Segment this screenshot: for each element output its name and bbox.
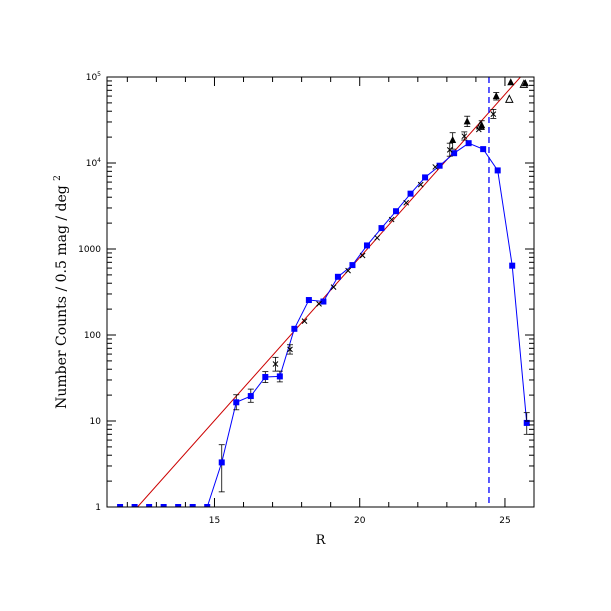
y-tick-label: 104	[86, 157, 101, 169]
blue-square-point	[189, 504, 196, 507]
blue-square-point	[131, 504, 138, 507]
y-tick-label-text: 1000	[78, 245, 101, 255]
filled-triangle-point	[449, 136, 457, 144]
blue-square-point	[204, 504, 211, 507]
cross-point	[345, 267, 351, 274]
x-tick-label: 25	[499, 516, 510, 526]
y-tick-label: 1000	[78, 245, 101, 255]
blue-square-point	[117, 504, 124, 507]
cross-point	[374, 234, 380, 241]
plot-area	[117, 77, 530, 507]
blue-square-point	[465, 140, 472, 147]
cross-point	[417, 181, 424, 188]
y-tick-label-text: 10	[90, 417, 102, 427]
blue-square-point	[494, 167, 501, 174]
blue-square-point	[233, 399, 240, 406]
blue-square-point	[262, 373, 269, 380]
blue-square-point	[523, 419, 530, 426]
blue-square-point	[218, 459, 225, 466]
blue-square-point	[509, 262, 516, 269]
blue-square-point	[247, 393, 254, 400]
blue-square-point	[480, 146, 487, 153]
axes	[106, 76, 535, 508]
blue-square-point	[291, 325, 298, 332]
blue-square-point	[305, 297, 312, 304]
x-tick-label: 20	[354, 516, 366, 526]
y-tick-label: 100	[84, 331, 101, 341]
cross-point	[316, 301, 322, 307]
cross-point	[432, 164, 439, 170]
open-triangle-point	[519, 79, 529, 88]
blue-square-point	[393, 208, 400, 215]
y-tick-label-text: 1	[95, 503, 101, 513]
blue-square-point	[436, 162, 443, 169]
blue-square-point	[451, 150, 458, 157]
y-tick-label-exponent: 4	[97, 157, 101, 164]
y-axis-label-superscript: 2	[53, 175, 63, 181]
x-tick-label: 15	[209, 516, 220, 526]
y-axis-label: Number Counts / 0.5 mag / deg 2	[53, 175, 70, 409]
y-tick-label-text: 10	[86, 159, 98, 169]
blue-square-point	[349, 262, 356, 269]
cross-point	[272, 361, 279, 367]
cross-point	[388, 216, 395, 223]
open-triangle-point	[475, 120, 485, 130]
plot-frame	[106, 76, 535, 508]
blue-square-point	[146, 504, 153, 507]
blue-square-point	[363, 242, 370, 249]
y-axis-label-text: Number Counts / 0.5 mag / deg	[54, 185, 70, 409]
filled-triangle-point	[463, 117, 471, 125]
cross-point	[330, 284, 337, 291]
y-tick-label: 10	[90, 417, 102, 427]
blue-square-point	[160, 504, 167, 507]
tick-marks	[107, 77, 535, 508]
cross-point	[301, 318, 308, 324]
cross-point	[490, 111, 497, 117]
blue-square-point	[422, 174, 429, 181]
cross-point	[403, 199, 410, 206]
plot-content	[117, 77, 530, 507]
y-tick-label: 105	[86, 71, 101, 83]
y-tick-label-exponent: 5	[97, 71, 101, 78]
blue-square-point	[334, 273, 341, 280]
open-triangle-point	[505, 94, 514, 103]
cross-point	[359, 252, 366, 259]
y-tick-label-text: 100	[84, 331, 101, 341]
filled-triangle-point	[492, 92, 500, 100]
x-axis-label: R	[316, 533, 327, 548]
y-tick-label: 1	[95, 503, 101, 513]
y-tick-label-text: 10	[86, 73, 98, 83]
cross-point	[446, 147, 453, 153]
cross-point	[461, 133, 468, 140]
blue-square-point	[320, 298, 327, 305]
blue-square-point	[276, 373, 283, 380]
filled-triangle-point	[507, 78, 515, 86]
blue-squares-line	[120, 142, 528, 507]
blue-square-point	[378, 225, 385, 232]
blue-square-point	[407, 190, 414, 197]
blue-square-point	[175, 504, 182, 507]
cross-point	[287, 346, 293, 353]
